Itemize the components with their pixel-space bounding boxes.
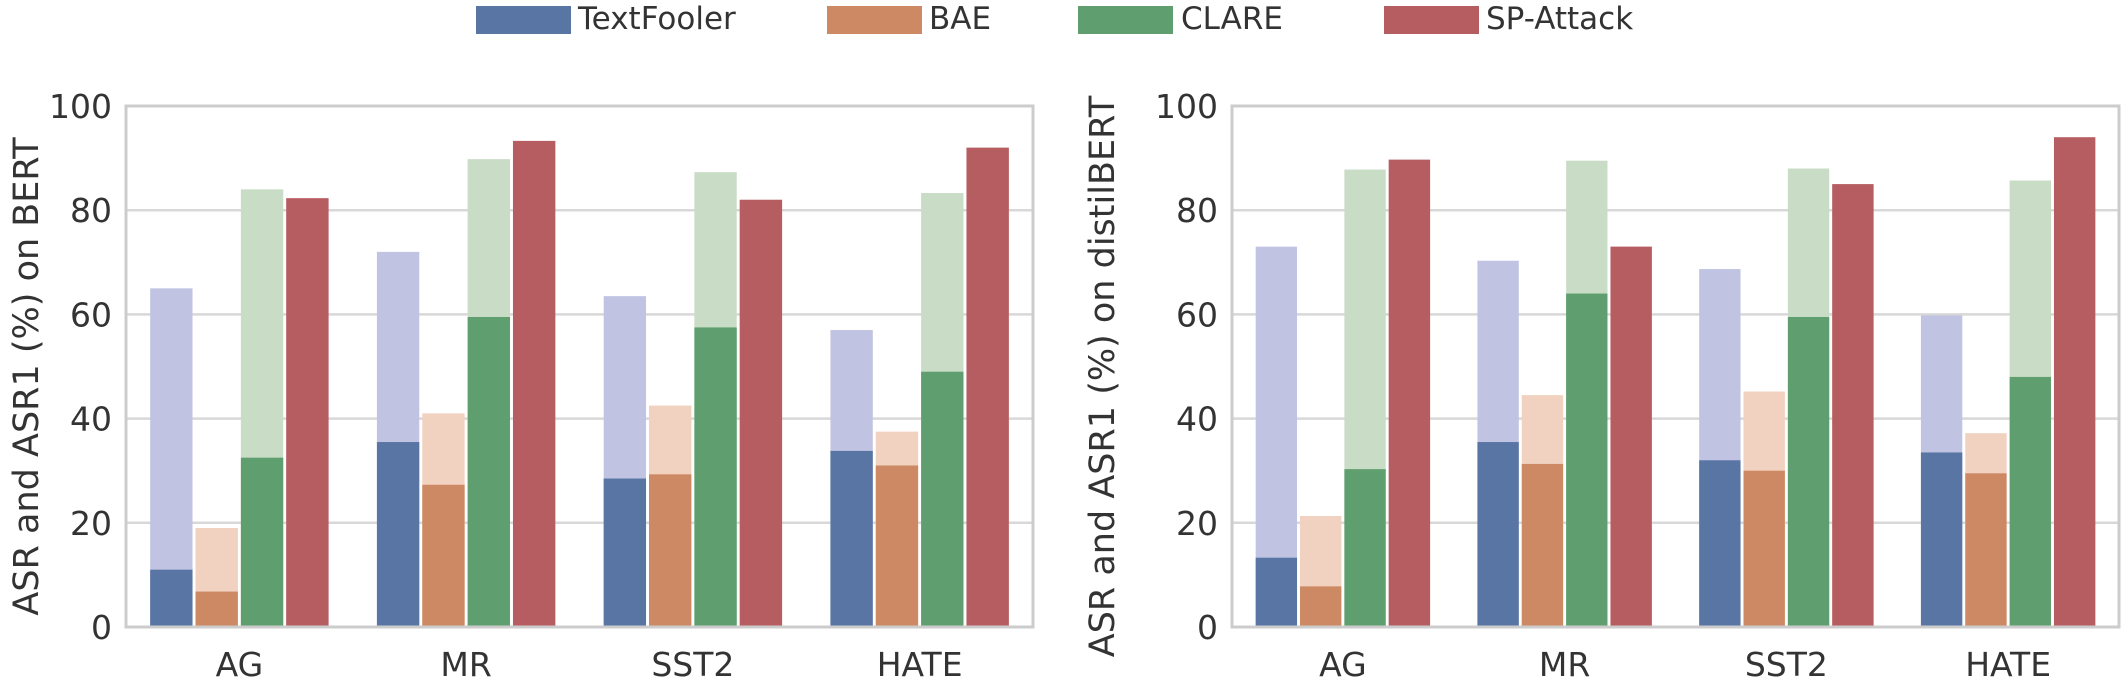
bert-bar-asr1-clare-sst2	[694, 327, 737, 627]
distilbert-bar-asr1-textfooler-sst2	[1699, 460, 1741, 627]
bert-xtick-label: AG	[216, 645, 264, 684]
distilbert-bar-asr1-bae-mr	[1521, 463, 1564, 627]
bert-plot-frame	[124, 104, 1035, 629]
distilbert-ylabel: ASR and ASR1 (%) on distilBERT	[1083, 95, 1123, 657]
bert-bar-asr1-textfooler-hate	[830, 450, 873, 627]
distilbert-xtick-label: SST2	[1745, 645, 1828, 684]
bert-xtick-label: SST2	[651, 645, 734, 684]
legend-label: CLARE	[1181, 1, 1283, 37]
bert-bar-asr1-clare-ag	[240, 457, 284, 627]
distilbert-ytick-label: 100	[1155, 87, 1218, 126]
bert-ytick-label: 0	[91, 608, 112, 647]
bert-ytick-label: 20	[70, 504, 112, 543]
distilbert-xtick-label: AG	[1319, 645, 1367, 684]
bert-bar-asr1-bae-mr	[422, 484, 465, 627]
distilbert-ytick-label: 0	[1197, 608, 1218, 647]
legend-entry	[1078, 0, 1173, 40]
bert-bar-asr1-sp-attack-hate	[966, 147, 1009, 627]
bert-ytick-label: 80	[70, 191, 112, 230]
distilbert-bar-asr1-textfooler-mr	[1477, 442, 1519, 627]
legend-label: TextFooler	[578, 1, 736, 37]
distilbert-bar-asr1-clare-hate	[2009, 376, 2051, 627]
bert-bar-asr1-bae-sst2	[649, 474, 692, 627]
bert-ytick-label: 40	[70, 400, 112, 439]
distilbert-bar-asr1-clare-sst2	[1787, 317, 1830, 627]
legend-entry	[476, 0, 571, 40]
legend: TextFooler BAE CLARE SP-Attack	[0, 0, 2128, 40]
distilbert-bar-asr1-bae-sst2	[1743, 470, 1785, 627]
distilbert-bar-asr1-sp-attack-ag	[1388, 159, 1431, 627]
distilbert-bar-asr1-clare-mr	[1566, 293, 1608, 627]
distilbert-ytick-label: 80	[1176, 191, 1218, 230]
bert-xtick-label: HATE	[877, 645, 963, 684]
bert-xtick-label: MR	[440, 645, 491, 684]
distilbert-ytick-label: 40	[1176, 400, 1218, 439]
bert-bar-asr1-bae-ag	[195, 591, 238, 627]
distilbert-bar-asr1-clare-ag	[1344, 469, 1386, 627]
bert-bar-asr1-sp-attack-ag	[286, 198, 329, 628]
bert-bar-asr1-clare-mr	[467, 317, 510, 627]
distilbert-ytick-label: 60	[1176, 295, 1218, 334]
legend-entry	[827, 0, 922, 40]
legend-swatch	[1384, 6, 1479, 34]
legend-swatch	[827, 6, 922, 34]
distilbert-bar-asr1-sp-attack-mr	[1610, 246, 1652, 628]
distilbert-bar-asr1-bae-hate	[1965, 473, 2007, 627]
legend-label: SP-Attack	[1486, 1, 1634, 37]
legend-label: BAE	[929, 1, 992, 37]
distilbert-ytick-label: 20	[1176, 504, 1218, 543]
distilbert-bar-asr1-textfooler-hate	[1920, 452, 1963, 627]
bert-bar-asr1-sp-attack-mr	[512, 140, 556, 628]
distilbert-bar-asr1-sp-attack-sst2	[1832, 184, 1874, 627]
legend-entry	[1384, 0, 1479, 40]
bert-ylabel: ASR and ASR1 (%) on BERT	[7, 137, 47, 616]
bert-bar-asr1-textfooler-ag	[150, 569, 193, 627]
distilbert-xtick-label: HATE	[1965, 645, 2051, 684]
distilbert-xtick-label: MR	[1539, 645, 1590, 684]
distilbert-plot-frame	[1230, 104, 2121, 629]
bert-bar-asr1-bae-hate	[875, 465, 919, 627]
bert-bar-asr1-sp-attack-sst2	[739, 199, 783, 627]
distilbert-bar-asr1-bae-ag	[1300, 586, 1342, 627]
bert-ytick-label: 60	[70, 295, 112, 334]
bert-bar-asr1-textfooler-mr	[376, 442, 420, 627]
bert-ytick-label: 100	[49, 87, 112, 126]
bert-bar-asr1-textfooler-sst2	[603, 478, 647, 627]
distilbert-bar-asr1-textfooler-ag	[1255, 557, 1298, 627]
distilbert-bar-asr1-sp-attack-hate	[2053, 137, 2096, 627]
bert-bar-asr1-clare-hate	[921, 371, 964, 627]
legend-swatch	[476, 6, 571, 34]
legend-swatch	[1078, 6, 1173, 34]
